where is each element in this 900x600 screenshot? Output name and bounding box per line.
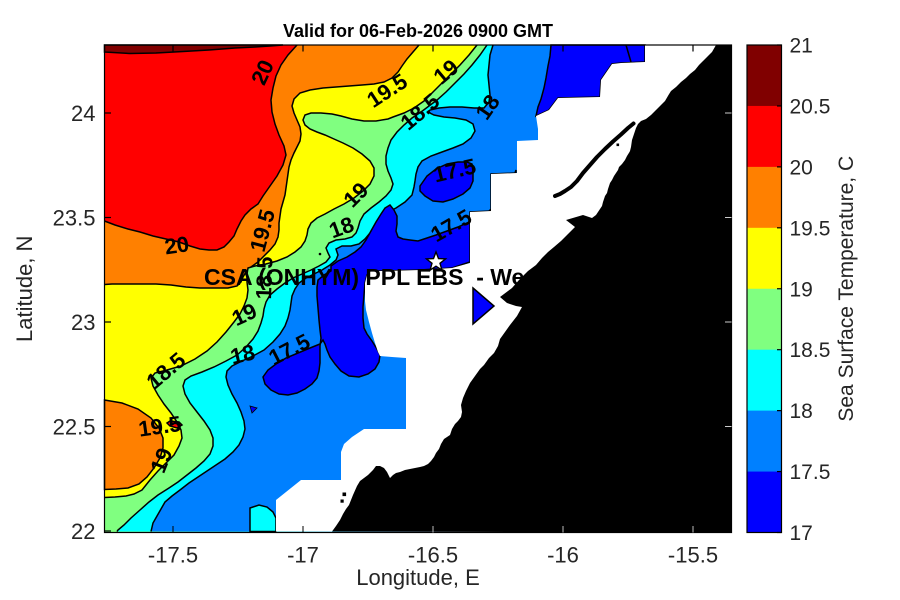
svg-text:-17.5: -17.5 <box>148 543 198 568</box>
svg-text:CSA (ONHYM) PPL EBS - We: CSA (ONHYM) PPL EBS - We <box>204 264 524 290</box>
svg-text:18: 18 <box>790 400 813 423</box>
svg-text:17.5: 17.5 <box>790 461 831 484</box>
svg-text:24: 24 <box>71 101 95 126</box>
svg-text:20: 20 <box>790 156 813 179</box>
svg-text:18.5: 18.5 <box>251 256 277 300</box>
svg-text:18: 18 <box>228 339 257 369</box>
svg-text:23.5: 23.5 <box>53 206 96 231</box>
svg-text:Valid for 06-Feb-2026 0900 GMT: Valid for 06-Feb-2026 0900 GMT <box>283 21 553 41</box>
svg-text:19: 19 <box>790 278 813 301</box>
svg-text:20: 20 <box>163 231 191 259</box>
svg-text:-16.5: -16.5 <box>408 543 458 568</box>
svg-text:23: 23 <box>71 310 95 335</box>
svg-text:22.5: 22.5 <box>53 415 96 440</box>
svg-text:19.5: 19.5 <box>790 217 831 240</box>
svg-text:Longitude, E: Longitude, E <box>356 565 480 590</box>
svg-text:-17: -17 <box>287 543 319 568</box>
svg-text:-15.5: -15.5 <box>668 543 718 568</box>
svg-text:21: 21 <box>790 35 813 58</box>
svg-text:20.5: 20.5 <box>790 95 831 118</box>
svg-text:22: 22 <box>71 519 95 544</box>
svg-text:-16: -16 <box>547 543 579 568</box>
svg-text:Sea Surface Temperature, C: Sea Surface Temperature, C <box>835 156 858 422</box>
svg-text:19.5: 19.5 <box>137 411 183 442</box>
svg-text:Latitude, N: Latitude, N <box>12 236 37 342</box>
svg-text:18.5: 18.5 <box>790 339 831 362</box>
svg-text:17: 17 <box>790 522 813 545</box>
